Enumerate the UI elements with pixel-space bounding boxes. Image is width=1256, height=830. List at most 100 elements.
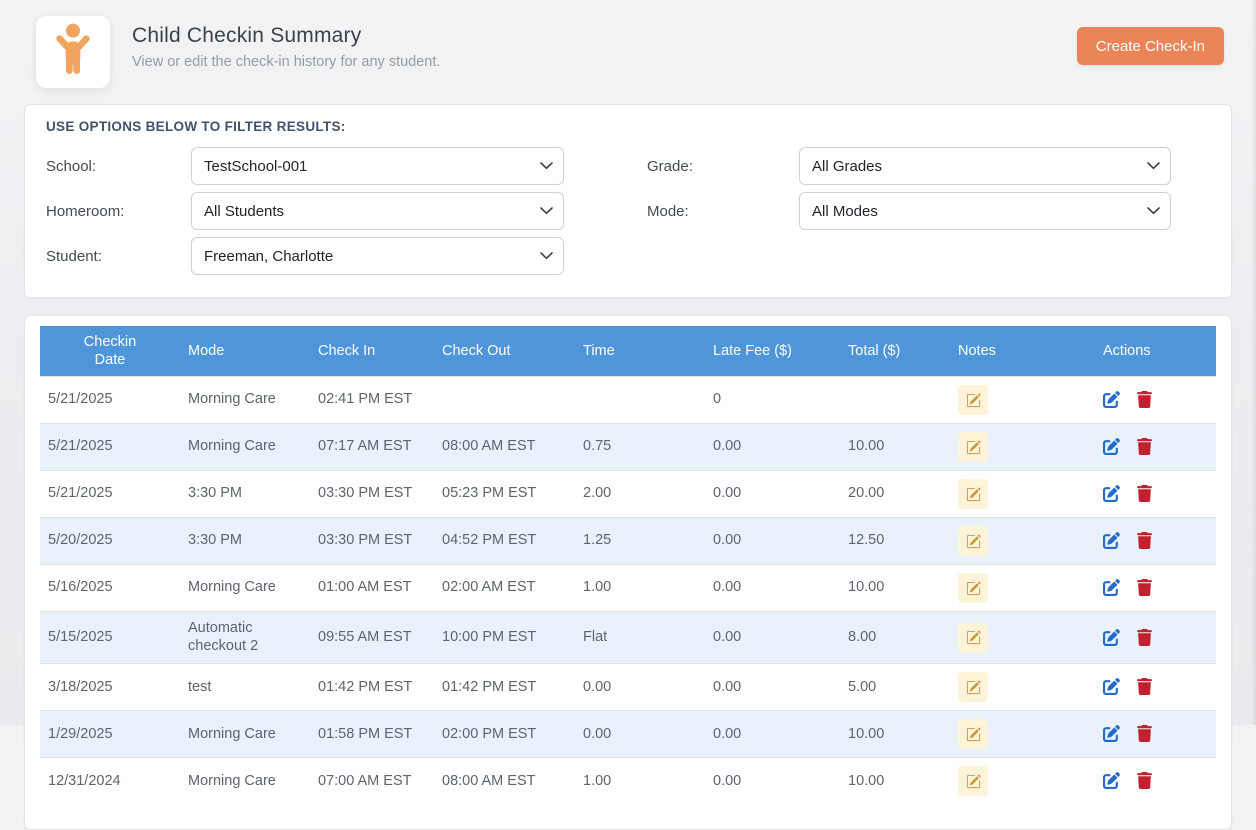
mode-cell: Morning Care: [180, 424, 310, 471]
checkin-date-cell: 5/16/2025: [40, 565, 180, 612]
delete-button[interactable]: [1137, 532, 1152, 549]
total-cell: 10.00: [840, 565, 950, 612]
actions-cell: [1095, 565, 1216, 612]
edit-button[interactable]: [1103, 772, 1120, 789]
pen-to-square-icon: [1103, 725, 1120, 742]
notes-button[interactable]: [958, 479, 988, 509]
notes-cell: [950, 424, 1095, 471]
school-select[interactable]: TestSchool-001: [191, 147, 564, 185]
delete-button[interactable]: [1137, 725, 1152, 742]
trash-icon: [1137, 629, 1152, 646]
pencil-square-icon: [966, 534, 981, 549]
checkin-date-cell: 12/31/2024: [40, 758, 180, 805]
total-cell: 10.00: [840, 424, 950, 471]
notes-cell: [950, 377, 1095, 424]
school-select-wrap: TestSchool-001: [191, 147, 564, 185]
checkin-date-cell: 3/18/2025: [40, 664, 180, 711]
check-in-cell: 03:30 PM EST: [310, 471, 434, 518]
delete-button[interactable]: [1137, 678, 1152, 695]
pen-to-square-icon: [1103, 485, 1120, 502]
notes-cell: [950, 518, 1095, 565]
checkin-table-panel: Checkin Date Mode Check In Check Out Tim…: [24, 315, 1232, 830]
mode-cell: Morning Care: [180, 565, 310, 612]
check-out-cell: 04:52 PM EST: [434, 518, 575, 565]
trash-icon: [1137, 532, 1152, 549]
time-cell: [575, 377, 705, 424]
pen-to-square-icon: [1103, 579, 1120, 596]
child-icon: [50, 22, 96, 83]
header-icon-card: [36, 16, 110, 88]
total-cell: 12.50: [840, 518, 950, 565]
notes-button[interactable]: [958, 385, 988, 415]
delete-button[interactable]: [1137, 772, 1152, 789]
time-cell: 0.00: [575, 664, 705, 711]
page-subtitle: View or edit the check-in history for an…: [132, 54, 440, 70]
notes-button[interactable]: [958, 719, 988, 749]
edit-button[interactable]: [1103, 485, 1120, 502]
notes-cell: [950, 565, 1095, 612]
notes-button[interactable]: [958, 672, 988, 702]
pen-to-square-icon: [1103, 391, 1120, 408]
delete-button[interactable]: [1137, 485, 1152, 502]
student-select[interactable]: Freeman, Charlotte: [191, 237, 564, 275]
edit-button[interactable]: [1103, 391, 1120, 408]
time-cell: 1.00: [575, 565, 705, 612]
mode-cell: Morning Care: [180, 711, 310, 758]
notes-cell: [950, 711, 1095, 758]
checkin-date-cell: 5/20/2025: [40, 518, 180, 565]
delete-button[interactable]: [1137, 438, 1152, 455]
mode-cell: test: [180, 664, 310, 711]
pencil-square-icon: [966, 581, 981, 596]
check-in-cell: 01:58 PM EST: [310, 711, 434, 758]
check-in-cell: 07:00 AM EST: [310, 758, 434, 805]
time-cell: 1.25: [575, 518, 705, 565]
actions-cell: [1095, 518, 1216, 565]
mode-cell: Automatic checkout 2: [180, 612, 310, 664]
pen-to-square-icon: [1103, 438, 1120, 455]
edit-button[interactable]: [1103, 629, 1120, 646]
homeroom-label: Homeroom:: [46, 203, 191, 220]
check-out-cell: [434, 377, 575, 424]
notes-button[interactable]: [958, 573, 988, 603]
edit-button[interactable]: [1103, 678, 1120, 695]
table-header-row: Checkin Date Mode Check In Check Out Tim…: [40, 326, 1216, 377]
edit-button[interactable]: [1103, 532, 1120, 549]
notes-button[interactable]: [958, 432, 988, 462]
pencil-square-icon: [966, 440, 981, 455]
col-header-check-in: Check In: [310, 326, 434, 377]
mode-select[interactable]: All Modes: [799, 192, 1171, 230]
edit-button[interactable]: [1103, 438, 1120, 455]
notes-button[interactable]: [958, 623, 988, 653]
check-in-cell: 01:00 AM EST: [310, 565, 434, 612]
time-cell: 0.75: [575, 424, 705, 471]
table-row: 5/21/2025 Morning Care 07:17 AM EST 08:0…: [40, 424, 1216, 471]
homeroom-select[interactable]: All Students: [191, 192, 564, 230]
trash-icon: [1137, 772, 1152, 789]
edit-button[interactable]: [1103, 579, 1120, 596]
check-in-cell: 01:42 PM EST: [310, 664, 434, 711]
table-row: 12/31/2024 Morning Care 07:00 AM EST 08:…: [40, 758, 1216, 805]
page-title: Child Checkin Summary: [132, 24, 440, 48]
pen-to-square-icon: [1103, 772, 1120, 789]
time-cell: 2.00: [575, 471, 705, 518]
create-check-in-button[interactable]: Create Check-In: [1077, 27, 1224, 65]
check-in-cell: 09:55 AM EST: [310, 612, 434, 664]
table-row: 3/18/2025 test 01:42 PM EST 01:42 PM EST…: [40, 664, 1216, 711]
mode-cell: 3:30 PM: [180, 471, 310, 518]
edit-button[interactable]: [1103, 725, 1120, 742]
late-fee-cell: 0.00: [705, 664, 840, 711]
student-select-wrap: Freeman, Charlotte: [191, 237, 564, 275]
school-label: School:: [46, 158, 191, 175]
delete-button[interactable]: [1137, 391, 1152, 408]
col-header-notes: Notes: [950, 326, 1095, 377]
delete-button[interactable]: [1137, 579, 1152, 596]
total-cell: 10.00: [840, 758, 950, 805]
pen-to-square-icon: [1103, 532, 1120, 549]
checkin-date-cell: 5/21/2025: [40, 471, 180, 518]
grade-select[interactable]: All Grades: [799, 147, 1171, 185]
grade-label: Grade:: [647, 158, 799, 175]
col-header-total: Total ($): [840, 326, 950, 377]
notes-button[interactable]: [958, 526, 988, 556]
notes-button[interactable]: [958, 766, 988, 796]
delete-button[interactable]: [1137, 629, 1152, 646]
